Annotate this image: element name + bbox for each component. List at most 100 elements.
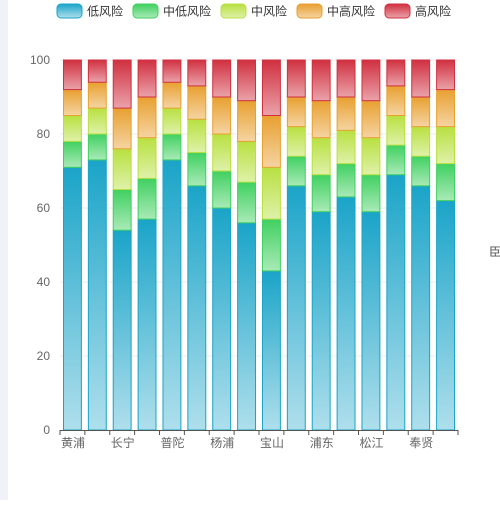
bar-high-risk[interactable]: [361, 59, 381, 102]
bar-mid-risk[interactable]: [286, 126, 306, 157]
bar-high-risk[interactable]: [436, 59, 456, 91]
bar-high-risk[interactable]: [87, 59, 107, 83]
bar-mid-low-risk[interactable]: [212, 170, 232, 209]
bar-high-risk[interactable]: [286, 59, 306, 98]
bar-mid-risk[interactable]: [311, 137, 331, 176]
legend-item[interactable]: 中风险: [220, 3, 287, 19]
bar-low-risk[interactable]: [386, 174, 406, 431]
left-panel-strip: [0, 0, 8, 500]
bar-mid-high-risk[interactable]: [212, 96, 232, 135]
bar-mid-high-risk[interactable]: [336, 96, 356, 131]
bar-mid-risk[interactable]: [162, 107, 182, 135]
bar-low-risk[interactable]: [87, 159, 107, 431]
bar-low-risk[interactable]: [187, 185, 207, 431]
bar-mid-risk[interactable]: [261, 166, 281, 220]
bar-mid-risk[interactable]: [62, 115, 82, 142]
legend-item[interactable]: 高风险: [384, 3, 451, 19]
bar-high-risk[interactable]: [137, 59, 157, 98]
bar-high-risk[interactable]: [112, 59, 132, 109]
bar-mid-risk[interactable]: [361, 137, 381, 176]
bar-mid-low-risk[interactable]: [411, 155, 431, 187]
bar-mid-low-risk[interactable]: [237, 181, 257, 224]
bar-mid-risk[interactable]: [411, 126, 431, 157]
bar-mid-risk[interactable]: [187, 118, 207, 153]
mid-high-risk-legend-icon: [296, 3, 323, 19]
bar-mid-risk[interactable]: [112, 148, 132, 191]
bar-low-risk[interactable]: [311, 211, 331, 431]
bar-mid-low-risk[interactable]: [386, 144, 406, 176]
bar-mid-high-risk[interactable]: [411, 96, 431, 128]
bar-mid-high-risk[interactable]: [436, 89, 456, 128]
bar-high-risk[interactable]: [261, 59, 281, 116]
bar-mid-high-risk[interactable]: [162, 81, 182, 109]
bar-low-risk[interactable]: [112, 229, 132, 431]
bar-mid-risk[interactable]: [386, 115, 406, 146]
x-tick-label: 普陀: [161, 435, 185, 450]
bar-mid-risk[interactable]: [212, 133, 232, 172]
bar-low-risk[interactable]: [162, 159, 182, 431]
legend: 低风险 中低风险 中风险 中高风险 高风险: [56, 3, 451, 19]
legend-item[interactable]: 低风险: [56, 3, 123, 19]
bar-high-risk[interactable]: [386, 59, 406, 87]
bar-mid-low-risk[interactable]: [137, 177, 157, 220]
bar-mid-high-risk[interactable]: [112, 107, 132, 150]
bar-low-risk[interactable]: [436, 200, 456, 431]
bar-mid-low-risk[interactable]: [261, 218, 281, 272]
mid-low-risk-legend-icon: [132, 3, 159, 19]
bar-high-risk[interactable]: [336, 59, 356, 98]
bar-low-risk[interactable]: [62, 166, 82, 431]
bar-mid-high-risk[interactable]: [187, 85, 207, 120]
bar-mid-low-risk[interactable]: [336, 163, 356, 198]
bar-low-risk[interactable]: [212, 207, 232, 431]
chart-container: 低风险 中低风险 中风险 中高风险 高风险 0 20 40 60 80 100 黄浦 长宁 普陀 杨浦 宝山…: [8, 0, 500, 500]
bar-mid-low-risk[interactable]: [436, 163, 456, 202]
bar-mid-high-risk[interactable]: [311, 100, 331, 139]
bar-low-risk[interactable]: [361, 211, 381, 431]
bar-mid-high-risk[interactable]: [261, 115, 281, 168]
bar-mid-risk[interactable]: [237, 140, 257, 183]
bar-mid-high-risk[interactable]: [361, 100, 381, 139]
bar-mid-high-risk[interactable]: [237, 100, 257, 142]
low-risk-legend-icon: [56, 3, 83, 19]
bar-high-risk[interactable]: [162, 59, 182, 83]
legend-item[interactable]: 中高风险: [296, 3, 375, 19]
bar-mid-low-risk[interactable]: [286, 155, 306, 187]
bar-mid-low-risk[interactable]: [62, 140, 82, 168]
bar-mid-high-risk[interactable]: [386, 85, 406, 117]
bar-mid-risk[interactable]: [336, 129, 356, 165]
legend-label: 低风险: [87, 4, 123, 19]
bar-mid-high-risk[interactable]: [137, 96, 157, 139]
bar-mid-risk[interactable]: [436, 126, 456, 165]
bar-low-risk[interactable]: [237, 222, 257, 431]
bar-high-risk[interactable]: [187, 59, 207, 87]
bar-high-risk[interactable]: [311, 59, 331, 102]
bar-mid-risk[interactable]: [137, 137, 157, 179]
bar-mid-high-risk[interactable]: [87, 81, 107, 109]
bar-low-risk[interactable]: [137, 218, 157, 431]
bar-mid-low-risk[interactable]: [87, 133, 107, 161]
bar-mid-low-risk[interactable]: [187, 152, 207, 187]
bar-mid-high-risk[interactable]: [62, 89, 82, 116]
bar-high-risk[interactable]: [411, 59, 431, 98]
bar-low-risk[interactable]: [411, 185, 431, 431]
bar-low-risk[interactable]: [261, 270, 281, 431]
x-tick-label: 黄浦: [61, 436, 85, 450]
bar-high-risk[interactable]: [212, 59, 232, 98]
legend-label: 高风险: [415, 4, 451, 19]
bar-mid-low-risk[interactable]: [112, 189, 132, 231]
x-tick-label: 长宁: [111, 435, 135, 450]
bar-high-risk[interactable]: [62, 59, 82, 91]
bar-low-risk[interactable]: [336, 196, 356, 431]
x-tick-label: 杨浦: [210, 435, 234, 450]
bar-high-risk[interactable]: [237, 59, 257, 102]
bar-low-risk[interactable]: [286, 185, 306, 431]
bar-mid-high-risk[interactable]: [286, 96, 306, 128]
x-tick-label: 宝山: [260, 436, 284, 450]
bar-mid-low-risk[interactable]: [311, 174, 331, 213]
legend-item[interactable]: 中低风险: [132, 3, 211, 19]
y-tick-label: 100: [30, 53, 50, 67]
bar-mid-risk[interactable]: [87, 107, 107, 135]
y-tick-label: 0: [43, 423, 50, 437]
bar-mid-low-risk[interactable]: [162, 133, 182, 161]
bar-mid-low-risk[interactable]: [361, 174, 381, 213]
